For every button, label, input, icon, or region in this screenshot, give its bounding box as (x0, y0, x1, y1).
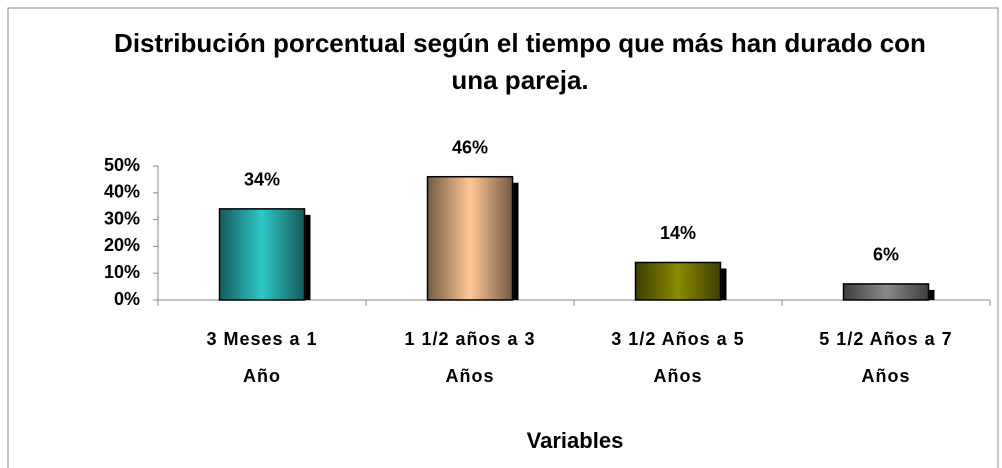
x-tick-label: 5 1/2 Años a 7 Años (819, 329, 952, 386)
x-tick-label-line: Año (243, 366, 281, 386)
y-tick-label: 0% (114, 289, 140, 309)
chart-title: Distribución porcentual según el tiempo … (114, 28, 926, 95)
x-tick-label-line: Años (446, 366, 495, 386)
x-axis-label: Variables (527, 428, 624, 453)
x-tick-label-line: Años (862, 366, 911, 386)
y-tick-label: 30% (104, 208, 140, 228)
y-tick-label: 10% (104, 262, 140, 282)
data-label: 14% (660, 223, 696, 243)
bar (634, 261, 722, 301)
x-tick-label: 3 Meses a 1 Año (206, 329, 317, 386)
x-tick-label: 3 1/2 Años a 5 Años (611, 329, 744, 386)
data-label: 6% (873, 245, 899, 265)
y-tick-label: 20% (104, 235, 140, 255)
y-tick-label: 40% (104, 182, 140, 202)
x-tick-label-line: 5 1/2 Años a 7 (819, 329, 952, 349)
x-tick-label-line: 3 Meses a 1 (206, 329, 317, 349)
x-tick-label-line: 1 1/2 años a 3 (404, 329, 535, 349)
x-tick-label-line: Años (654, 366, 703, 386)
bar (426, 175, 514, 301)
x-tick-label-line: 3 1/2 Años a 5 (611, 329, 744, 349)
data-label: 46% (452, 137, 488, 157)
x-tick-label: 1 1/2 años a 3 Años (404, 329, 535, 386)
data-label: 34% (244, 170, 280, 190)
title-box: Distribución porcentual según el tiempo … (114, 28, 926, 95)
bar (218, 208, 306, 301)
y-tick-label: 50% (104, 155, 140, 175)
bar (842, 283, 930, 301)
